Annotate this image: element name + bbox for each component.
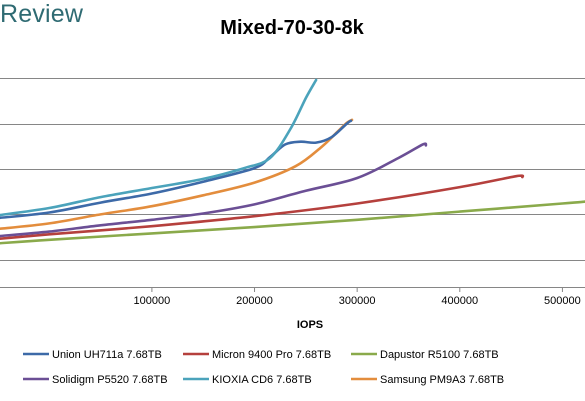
x-tick-label: 400000: [441, 295, 478, 307]
legend-item: Solidigm P5520 7.68TB: [23, 374, 168, 386]
series-line-dapustor-r5100-7-68tb: [0, 200, 585, 245]
series-line-solidigm-p5520-7-68tb: [0, 142, 428, 238]
x-tick-label: 300000: [339, 295, 376, 307]
legend-label: Micron 9400 Pro 7.68TB: [212, 349, 331, 361]
legend-item: Union UH711a 7.68TB: [23, 349, 162, 361]
legend-label: KIOXIA CD6 7.68TB: [212, 374, 312, 386]
legend-label: Union UH711a 7.68TB: [52, 349, 162, 361]
x-axis-ticks: 100000 200000 300000 400000 500000: [134, 287, 581, 307]
series-line-kioxia-cd6-7-68tb: [0, 78, 318, 217]
legend: Union UH711a 7.68TB Micron 9400 Pro 7.68T…: [23, 349, 504, 386]
legend-label: Samsung PM9A3 7.68TB: [380, 374, 504, 386]
x-tick-label: 200000: [236, 295, 273, 307]
chart-title: Mixed-70-30-8k: [220, 17, 364, 39]
legend-item: Dapustor R5100 7.68TB: [351, 349, 499, 361]
series-lines: [0, 78, 585, 245]
brand-logo-text: Review: [0, 0, 84, 28]
x-axis-label: IOPS: [297, 319, 323, 331]
gridlines: [0, 78, 585, 288]
legend-item: Micron 9400 Pro 7.68TB: [183, 349, 331, 361]
x-tick-label: 100000: [134, 295, 171, 307]
legend-label: Solidigm P5520 7.68TB: [52, 374, 168, 386]
legend-item: KIOXIA CD6 7.68TB: [183, 374, 312, 386]
x-tick-label: 500000: [544, 295, 581, 307]
legend-item: Samsung PM9A3 7.68TB: [351, 374, 504, 386]
legend-label: Dapustor R5100 7.68TB: [380, 349, 499, 361]
series-line-micron-9400-pro-7-68tb: [0, 174, 525, 241]
